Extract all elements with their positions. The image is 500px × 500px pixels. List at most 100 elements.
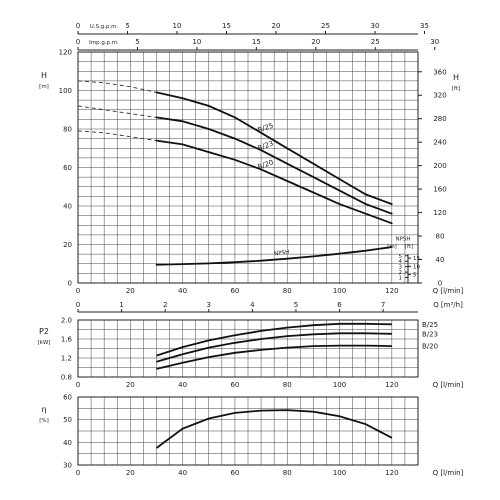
plot-frame — [77, 396, 419, 466]
series-label: B/23 — [422, 330, 438, 338]
series-line-b-23 — [156, 116, 393, 215]
top-axis-2-tick-label: 30 — [430, 38, 439, 46]
data-point — [286, 162, 289, 165]
data-point — [286, 147, 289, 150]
data-point — [312, 191, 315, 194]
data-point — [338, 203, 341, 205]
power-line-b-23 — [156, 332, 392, 363]
x-tick-label: 100 — [333, 381, 346, 389]
x-tick-label: 20 — [126, 287, 135, 295]
y-right-tick-label: 0 — [438, 280, 442, 288]
data-point — [338, 252, 341, 255]
plot-frame — [77, 319, 419, 378]
data-point — [286, 257, 289, 260]
series-line-b-25 — [156, 91, 393, 205]
data-point — [207, 128, 210, 130]
y-tick-label: 120 — [59, 49, 72, 57]
top-axis-1-tick-label: 20 — [272, 22, 281, 30]
data-point — [260, 259, 262, 262]
x-tick-label: 40 — [178, 381, 187, 389]
x-tick-label: 100 — [333, 469, 346, 477]
data-point — [391, 246, 393, 248]
top-axis-1-tick-label: 10 — [173, 22, 182, 30]
x2-tick-label: 1 — [119, 301, 123, 309]
y-tick-label: 60 — [63, 394, 72, 402]
data-point — [234, 137, 236, 140]
series-extension-line — [77, 105, 157, 118]
top-axis-2-tick-label: 25 — [371, 38, 380, 46]
y-axis-label: P2 — [39, 327, 49, 336]
x-tick-label: 20 — [126, 469, 135, 477]
x-tick-label: 0 — [76, 469, 80, 477]
x-tick-label: 120 — [385, 381, 398, 389]
npsh-m-tick-label: 4 — [399, 259, 403, 265]
x2-tick-label: 7 — [381, 301, 385, 309]
x-tick-label: 80 — [283, 469, 292, 477]
grid-efficiency — [77, 396, 419, 466]
grid-head — [77, 51, 419, 284]
x-tick-label: 80 — [283, 381, 292, 389]
top-axis-1-label: U.S.g.p.m. — [90, 24, 119, 30]
x2-tick-label: 4 — [250, 301, 255, 309]
data-point — [391, 212, 393, 215]
x-tick-label: 40 — [178, 469, 187, 477]
y-right-tick-label: 40 — [436, 256, 445, 264]
x-axis-label: Q [l/min] — [433, 287, 464, 295]
y-right-axis-label: H — [453, 73, 459, 82]
data-point — [286, 180, 289, 182]
y-right-tick-label: 200 — [433, 162, 446, 170]
data-point — [312, 176, 315, 178]
x-axis-label: Q [l/min] — [433, 469, 464, 477]
x-tick-label: 120 — [385, 469, 398, 477]
data-point — [155, 139, 158, 142]
y-axis-unit: [%] — [39, 418, 49, 424]
data-point — [155, 91, 158, 94]
x2-tick-label: 5 — [294, 301, 298, 309]
y-tick-label: 1.6 — [61, 336, 73, 344]
top-axis-2-tick-label: 10 — [192, 38, 201, 46]
top-axis-2-tick-label: 0 — [76, 38, 80, 46]
x2-tick-label: 2 — [163, 301, 167, 309]
top-axis-2-tick-label: 20 — [311, 38, 320, 46]
data-point — [155, 263, 158, 266]
top-axis-1-tick-label: 25 — [321, 22, 330, 30]
x-tick-label: 60 — [230, 469, 239, 477]
grid-power — [77, 319, 419, 378]
data-point — [260, 149, 262, 151]
y-tick-label: 30 — [63, 462, 72, 470]
x-tick-label: 80 — [283, 287, 292, 295]
top-axis-2-tick-label: 5 — [135, 38, 139, 46]
data-point — [338, 189, 341, 192]
npsh-m-tick-label: 1 — [399, 276, 403, 282]
data-point — [181, 120, 184, 123]
x-tick-label: 120 — [385, 287, 398, 295]
y-axis-label: H — [41, 71, 47, 80]
y-right-tick-label: 280 — [433, 115, 446, 123]
top-axis-1-tick-label: 15 — [222, 22, 231, 30]
y-right-tick-label: 80 — [436, 233, 445, 241]
y-right-tick-label: 360 — [433, 68, 446, 76]
x2-tick-label: 3 — [207, 301, 211, 309]
data-point — [391, 222, 393, 225]
top-axis-1-tick-label: 5 — [125, 22, 129, 30]
y-axis-label: η — [41, 405, 46, 414]
top-axis-2-label: Imp.g.p.m. — [89, 40, 119, 46]
x-tick-label: 60 — [230, 381, 239, 389]
y-tick-label: 40 — [63, 439, 72, 447]
npsh-ft-tick-label: 10 — [413, 264, 420, 270]
data-point — [364, 212, 367, 215]
x-tick-label: 20 — [126, 381, 135, 389]
data-point — [364, 203, 367, 205]
x-tick-label: 0 — [76, 287, 80, 295]
data-point — [260, 132, 262, 134]
y-right-tick-label: 240 — [433, 139, 446, 147]
npsh-m-tick-label: 2 — [399, 270, 403, 276]
x-tick-label: 100 — [333, 287, 346, 295]
data-point — [181, 263, 184, 265]
series-label: NPSH — [274, 249, 290, 257]
x-tick-label: 60 — [230, 287, 239, 295]
series-extension-line — [77, 130, 157, 142]
data-point — [338, 178, 341, 180]
top-axis-1-tick-label: 30 — [371, 22, 380, 30]
y-right-tick-label: 320 — [433, 92, 446, 100]
